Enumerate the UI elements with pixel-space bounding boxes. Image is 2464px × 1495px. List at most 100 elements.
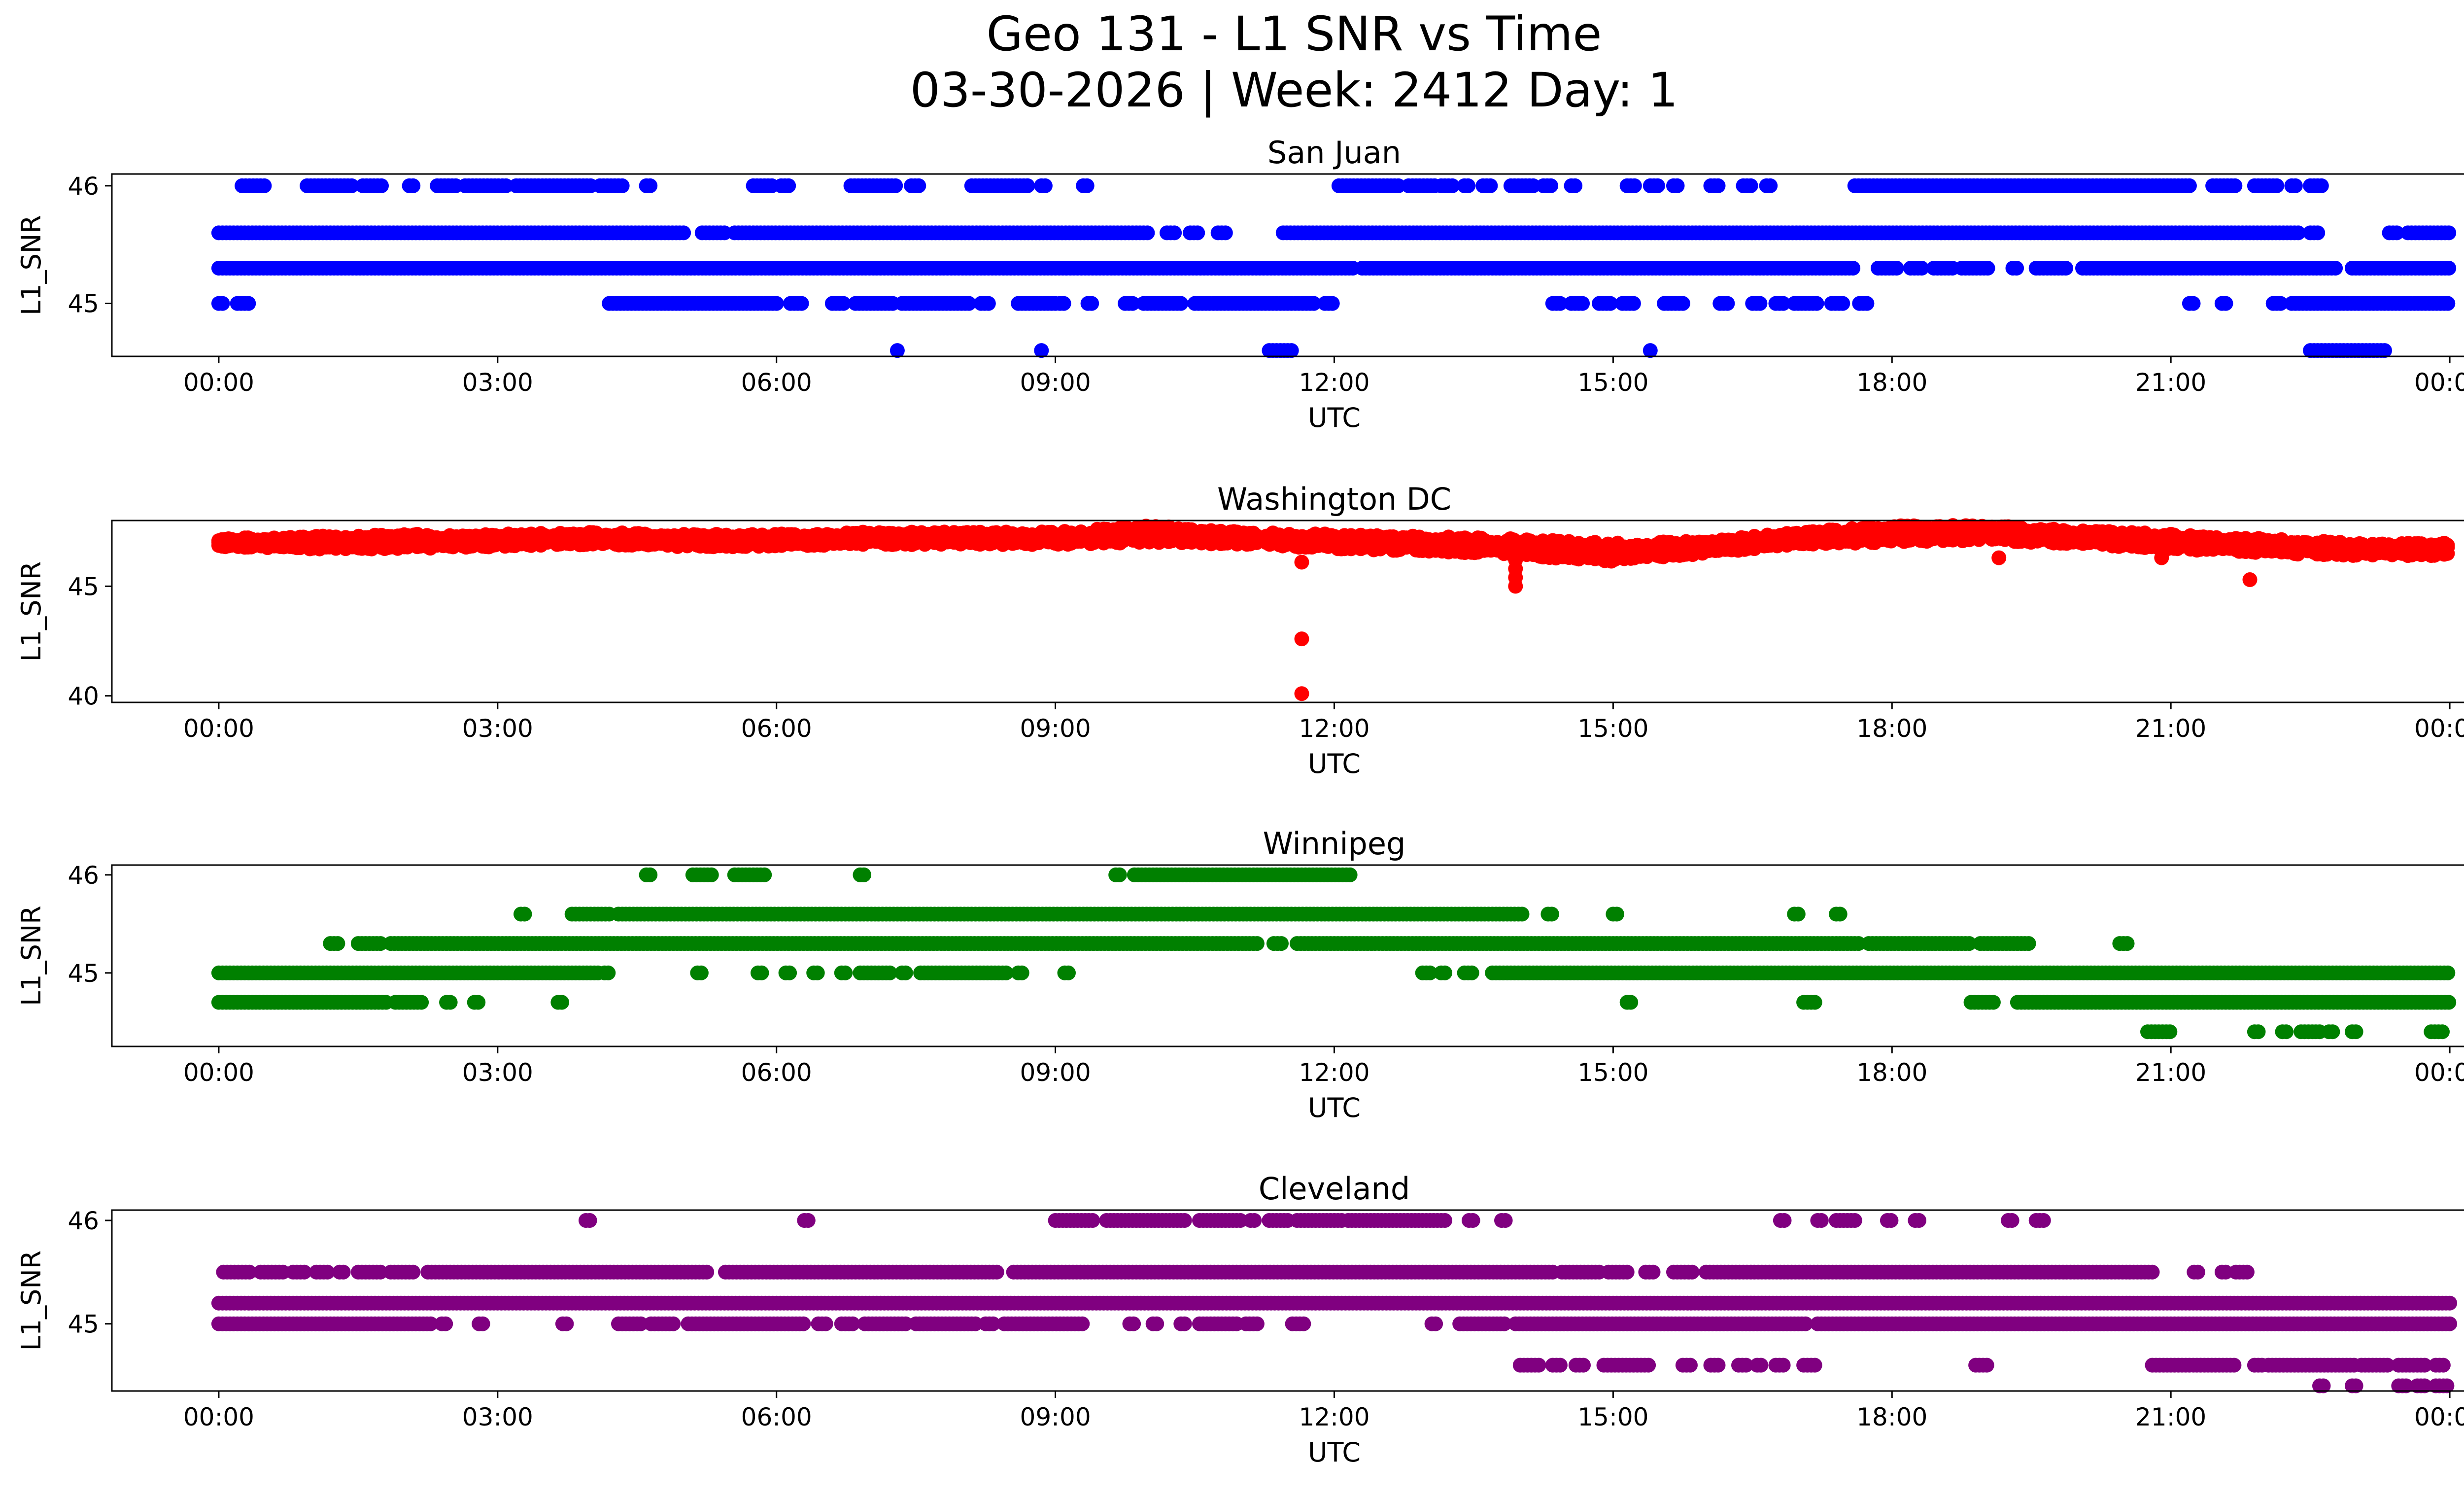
data-point — [2441, 261, 2457, 276]
data-point — [1034, 343, 1049, 358]
data-point — [782, 965, 797, 980]
data-point — [1835, 296, 1850, 311]
data-point — [1140, 225, 1155, 241]
x-tick-label: 15:00 — [1577, 368, 1648, 397]
data-point — [1249, 936, 1265, 951]
data-point — [1218, 225, 1233, 241]
x-axis-label: UTC — [1308, 402, 1361, 433]
x-tick-label: 21:00 — [2135, 368, 2206, 397]
data-point — [2291, 225, 2306, 241]
data-point — [1294, 686, 1309, 701]
data-point — [414, 995, 429, 1010]
data-point — [471, 995, 486, 1010]
x-tick-label: 18:00 — [1856, 368, 1927, 397]
data-point — [2218, 296, 2233, 311]
data-point — [888, 178, 903, 193]
data-point — [1552, 296, 1568, 311]
data-point — [2273, 296, 2288, 311]
data-point — [2377, 343, 2392, 358]
data-point — [717, 225, 732, 241]
data-point — [517, 906, 532, 922]
data-point — [1914, 261, 1929, 276]
data-point — [2242, 572, 2258, 587]
data-point — [1985, 995, 2001, 1010]
data-point — [1543, 178, 1558, 193]
data-point — [1483, 178, 1498, 193]
y-tick-label: 40 — [68, 682, 99, 711]
data-point — [615, 178, 630, 193]
data-point — [890, 343, 905, 358]
data-point — [2441, 225, 2457, 241]
data-point — [1125, 296, 1140, 311]
data-point — [643, 178, 658, 193]
data-point — [1464, 965, 1479, 980]
data-point — [406, 178, 421, 193]
data-point — [1807, 995, 1822, 1010]
data-point — [1980, 261, 1995, 276]
panel-title: Washington DC — [1217, 481, 1451, 517]
data-point — [1627, 178, 1642, 193]
x-tick-label: 18:00 — [1856, 714, 1927, 743]
data-point — [1061, 965, 1076, 980]
data-point — [2227, 178, 2243, 193]
data-point — [443, 995, 458, 1010]
data-point — [1859, 296, 1875, 311]
data-point — [2389, 225, 2404, 241]
y-axis-label: L1_SNR — [16, 561, 47, 662]
data-point — [1274, 936, 1289, 951]
data-point — [2441, 995, 2457, 1010]
x-axis: 00:00 03:00 06:00 09:00 12:00 15:00 18:00 21:00… — [183, 356, 2464, 433]
data-point — [1167, 225, 1182, 241]
data-point — [1079, 178, 1095, 193]
data-point — [1575, 296, 1590, 311]
x-axis-label: UTC — [1308, 748, 1361, 779]
y-tick-label: 45 — [68, 290, 99, 318]
data-point — [1603, 296, 1618, 311]
x-tick-label: 12:00 — [1299, 714, 1369, 743]
data-point — [1670, 178, 1685, 193]
data-point — [810, 965, 825, 980]
panel-title: Winnipeg — [1263, 826, 1406, 862]
data-point — [2440, 296, 2456, 311]
data-point — [330, 936, 345, 951]
data-point — [2440, 538, 2455, 553]
data-point — [554, 995, 569, 1010]
data-point — [1306, 296, 1321, 311]
data-point — [1437, 965, 1452, 980]
data-point — [2314, 178, 2329, 193]
data-point — [374, 178, 389, 193]
x-tick-label: 09:00 — [1020, 714, 1091, 743]
data-point — [1294, 631, 1309, 647]
data-point — [1711, 178, 1726, 193]
data-point — [838, 965, 853, 980]
x-tick-label: 03:00 — [462, 368, 533, 397]
data-point — [1445, 178, 1460, 193]
x-tick-label: 00:00 — [183, 714, 254, 743]
data-point — [1752, 296, 1768, 311]
data-point — [1889, 261, 1904, 276]
data-point — [1173, 296, 1189, 311]
data-point — [2021, 936, 2036, 951]
x-tick-label: 09:00 — [1020, 368, 1091, 397]
data-point — [1020, 178, 1035, 193]
data-point — [2269, 178, 2285, 193]
y-tick-label: 46 — [68, 172, 99, 201]
data-point — [1623, 995, 1639, 1010]
data-point — [1508, 553, 1523, 567]
data-point — [1809, 296, 1824, 311]
data-point — [1461, 178, 1476, 193]
data-point — [676, 225, 691, 241]
data-point — [1037, 178, 1053, 193]
data-point — [215, 296, 230, 311]
figure-title-line2: 03-30-2026 | Week: 2412 Day: 1 — [910, 63, 1678, 118]
data-point — [2182, 178, 2197, 193]
data-point — [1763, 178, 1778, 193]
data-point — [2009, 261, 2024, 276]
x-tick-label: 00:00 — [2414, 368, 2464, 397]
data-point — [961, 296, 977, 311]
data-point — [911, 178, 926, 193]
data-point — [601, 965, 616, 980]
